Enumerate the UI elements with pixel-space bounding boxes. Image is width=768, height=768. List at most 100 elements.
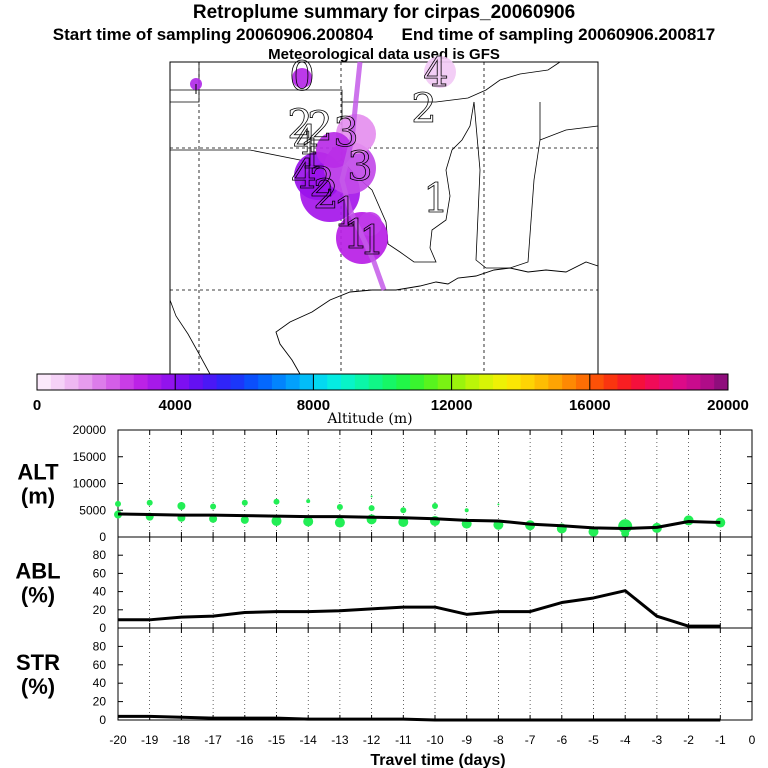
y-tick-label: 15000 xyxy=(73,450,107,464)
colorbar-tick-label: 12000 xyxy=(431,397,473,414)
altitude-scatter-point xyxy=(334,517,345,528)
y-tick-label: 40 xyxy=(93,676,107,690)
altitude-scatter-point xyxy=(303,516,314,527)
colorbar-bin xyxy=(658,374,674,390)
plume-day-label: 2 xyxy=(287,102,312,148)
colorbar-bin xyxy=(479,374,494,390)
chart-title: Retroplume summary for cirpas_20060906 xyxy=(192,2,576,23)
series-line xyxy=(118,589,721,628)
colorbar-bin xyxy=(327,374,342,390)
x-tick-label: -8 xyxy=(493,733,504,747)
plume-day-label: 4 xyxy=(423,50,448,96)
panel-ylabel: (%) xyxy=(21,583,55,608)
colorbar-bin xyxy=(672,374,687,390)
plume-day-label: 4 xyxy=(291,152,316,198)
colorbar-bin xyxy=(396,374,411,390)
plume-day-label: 2 xyxy=(307,104,332,150)
colorbar-bin xyxy=(341,374,356,390)
altitude-scatter-point xyxy=(271,515,282,526)
altitude-scatter-point xyxy=(210,503,217,510)
plume-day-label: 4 xyxy=(293,118,318,164)
x-tick-label: -11 xyxy=(395,733,412,747)
retroplume-track xyxy=(190,56,456,291)
colorbar-bin xyxy=(520,374,535,390)
colorbar-title: Altitude (m) xyxy=(326,411,412,427)
colorbar-bin xyxy=(589,374,605,390)
colorbar-bin xyxy=(437,374,452,390)
altitude-scatter-point xyxy=(621,529,630,538)
abl-panel: 0 20 40 60 80 ABL(%) xyxy=(15,536,753,635)
colorbar-bin xyxy=(133,374,148,390)
x-tick-label: -12 xyxy=(363,733,381,747)
colorbar-bin xyxy=(382,374,397,390)
altitude-scatter-point xyxy=(370,495,373,498)
colorbar-bin xyxy=(645,374,660,390)
plume-day-label: 1 xyxy=(343,212,368,258)
x-tick-label: -14 xyxy=(300,733,318,747)
colorbar-bin xyxy=(78,374,93,390)
altitude-scatter-point xyxy=(115,500,121,507)
altitude-scatter-point xyxy=(209,514,218,523)
x-tick-label: -17 xyxy=(204,733,222,747)
y-tick-label: 0 xyxy=(99,530,106,544)
colorbar-bin xyxy=(562,374,577,390)
colorbar-bin xyxy=(534,374,549,390)
y-tick-label: 20000 xyxy=(73,423,107,437)
colorbar-bin xyxy=(147,374,162,390)
colorbar-bin xyxy=(354,374,370,390)
state-border-ne xyxy=(539,125,599,141)
x-tick-label: -1 xyxy=(715,733,726,747)
panel-frame xyxy=(117,627,753,721)
mexico-border xyxy=(169,299,211,375)
plume-blob xyxy=(358,212,382,236)
colorbar-bin xyxy=(465,374,480,390)
x-tick-label: -3 xyxy=(652,733,663,747)
x-tick-label: -7 xyxy=(525,733,536,747)
colorbar-bin xyxy=(686,374,701,390)
plume-centerline xyxy=(339,61,387,291)
colorbar-bin xyxy=(37,374,52,390)
x-tick-label: -10 xyxy=(426,733,444,747)
plume-day-label: 2 xyxy=(309,160,334,206)
altitude-scatter-point xyxy=(464,508,469,513)
x-tick-label: -16 xyxy=(236,733,254,747)
colorbar-bin xyxy=(175,374,190,390)
x-axis-title: Travel time (days) xyxy=(370,752,505,768)
panel-ylabel: (m) xyxy=(21,484,55,509)
x-tick-label: -19 xyxy=(141,733,159,747)
x-tick-label: -9 xyxy=(461,733,472,747)
altitude-scatter-point xyxy=(177,501,186,510)
colorbar-bin xyxy=(714,374,729,390)
x-tick-label: -15 xyxy=(268,733,286,747)
plume-day-label: 1 xyxy=(423,176,448,222)
colorbar-bin xyxy=(216,374,231,390)
colorbar-bin xyxy=(451,374,466,390)
y-tick-label: 20 xyxy=(93,695,107,709)
colorbar-bin xyxy=(603,374,618,390)
altitude-scatter-point xyxy=(398,517,409,528)
colorbar-bin xyxy=(106,374,121,390)
colorbar-tick-label: 20000 xyxy=(707,397,749,414)
plume-day-label: 1 xyxy=(299,132,324,178)
plume-day-label: 1 xyxy=(333,190,358,236)
start-time-label: Start time of sampling 20060906.200804 xyxy=(52,25,374,44)
colorbar-bin xyxy=(368,374,383,390)
colorbar-bin xyxy=(64,374,79,390)
colorbar-bin xyxy=(493,374,508,390)
plume-day-label: 1 xyxy=(359,218,384,264)
y-tick-label: 0 xyxy=(99,621,106,635)
colorbar-bin xyxy=(313,374,328,390)
x-tick-label: -4 xyxy=(620,733,631,747)
colorbar-bin xyxy=(119,374,135,390)
altitude-scatter-point xyxy=(400,507,407,514)
plume-day-label: 0 xyxy=(289,54,314,100)
colorbar-bin xyxy=(161,374,176,390)
gulf-coastline xyxy=(275,261,599,375)
state-border-north xyxy=(170,61,561,103)
altitude-scatter-point xyxy=(497,503,500,506)
colorbar-bin xyxy=(410,374,425,390)
y-tick-label: 80 xyxy=(93,639,107,653)
colorbar-bin xyxy=(50,374,66,390)
x-tick-label: -2 xyxy=(683,733,694,747)
